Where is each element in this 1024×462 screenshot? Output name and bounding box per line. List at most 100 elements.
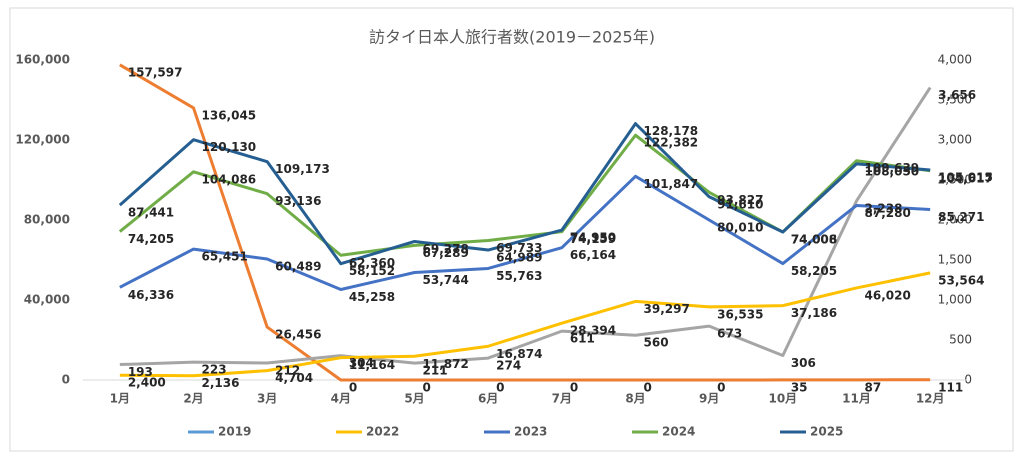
chart-title: 訪タイ日本人旅行者数(2019－2025年) xyxy=(369,28,655,47)
data-label: 223 xyxy=(202,363,227,377)
y-tick-label: 120,000 xyxy=(15,133,70,147)
y-tick-label: 160,000 xyxy=(15,53,70,67)
data-label: 2,400 xyxy=(128,376,166,390)
data-label: 35 xyxy=(791,380,808,394)
data-label: 2,238 xyxy=(865,201,903,215)
series-line xyxy=(119,271,931,378)
data-label: 87,280 xyxy=(865,206,911,220)
data-label: 4,704 xyxy=(275,371,313,385)
data-label: 74,159 xyxy=(570,232,616,246)
data-label: 104,617 xyxy=(938,171,993,185)
data-label: 560 xyxy=(644,336,669,350)
legend-label: 2025 xyxy=(810,425,843,439)
y2-tick-label: 2,500 xyxy=(938,173,972,187)
data-label: 66,164 xyxy=(570,248,616,262)
data-label: 0 xyxy=(349,381,357,395)
data-label: 53,564 xyxy=(938,273,984,287)
data-label: 58,152 xyxy=(349,264,395,278)
y2-tick-label: 500 xyxy=(949,333,972,347)
x-tick-label: 6月 xyxy=(478,392,498,406)
data-label: 122,382 xyxy=(644,136,699,150)
data-label: 611 xyxy=(570,332,595,346)
data-label: 109,173 xyxy=(275,162,330,176)
data-label: 0 xyxy=(644,381,652,395)
data-label: 11,164 xyxy=(349,358,395,372)
series-line xyxy=(119,86,932,367)
data-label: 157,597 xyxy=(128,65,183,79)
x-tick-label: 3月 xyxy=(257,392,277,406)
data-label: 87,441 xyxy=(128,206,174,220)
data-label: 46,020 xyxy=(865,288,911,302)
data-label: 37,186 xyxy=(791,306,837,320)
data-label: 87 xyxy=(865,380,882,394)
data-label: 136,045 xyxy=(202,108,257,122)
data-label: 128,178 xyxy=(644,124,699,138)
y-tick-label: 40,000 xyxy=(24,293,70,307)
series-line xyxy=(119,63,931,382)
data-label: 69,278 xyxy=(423,242,469,256)
data-label: 53,744 xyxy=(423,273,469,287)
x-tick-label: 1月 xyxy=(110,392,130,406)
x-tick-label: 10月 xyxy=(768,392,797,406)
data-label: 64,989 xyxy=(496,251,542,265)
x-tick-label: 9月 xyxy=(699,392,719,406)
y2-tick-label: 4,000 xyxy=(938,53,972,67)
y2-tick-label: 3,500 xyxy=(938,93,972,107)
data-label: 0 xyxy=(570,381,578,395)
data-label: 304 xyxy=(349,356,374,370)
data-label: 0 xyxy=(496,381,504,395)
data-label: 36,535 xyxy=(717,307,763,321)
data-label: 0 xyxy=(423,381,431,395)
x-tick-label: 5月 xyxy=(404,392,424,406)
data-label: 46,336 xyxy=(128,288,174,302)
x-tick-label: 8月 xyxy=(625,392,645,406)
data-label: 212 xyxy=(275,364,300,378)
data-label: 45,258 xyxy=(349,290,395,304)
data-label: 28,394 xyxy=(570,324,616,338)
data-label: 65,451 xyxy=(202,250,248,264)
data-label: 193 xyxy=(128,365,153,379)
data-label: 55,763 xyxy=(496,269,542,283)
data-label: 16,874 xyxy=(496,347,542,361)
series-line xyxy=(119,174,931,291)
data-label: 104,086 xyxy=(202,172,257,186)
data-label: 26,456 xyxy=(275,328,321,342)
data-label: 91,610 xyxy=(717,197,763,211)
data-label: 109,639 xyxy=(865,161,920,175)
data-label: 105,015 xyxy=(938,170,993,184)
data-label: 120,130 xyxy=(202,140,257,154)
data-label: 74,205 xyxy=(128,232,174,246)
data-label: 60,489 xyxy=(275,260,321,274)
y2-tick-label: 1,500 xyxy=(938,253,972,267)
data-label: 211 xyxy=(423,364,448,378)
data-label: 93,136 xyxy=(275,194,321,208)
x-tick-label: 7月 xyxy=(552,392,572,406)
data-label: 80,010 xyxy=(717,220,763,234)
data-label: 101,847 xyxy=(644,177,699,191)
data-label: 673 xyxy=(717,327,742,341)
series-line xyxy=(118,122,931,266)
data-label: 62,360 xyxy=(349,256,395,270)
data-label: 108,050 xyxy=(865,164,920,178)
legend-label: 2024 xyxy=(662,425,695,439)
data-label: 67,289 xyxy=(423,246,469,260)
data-label: 74,008 xyxy=(791,232,837,246)
data-label: 306 xyxy=(791,356,816,370)
data-label: 11,872 xyxy=(423,357,469,371)
legend-label: 2023 xyxy=(514,425,547,439)
data-label: 93,827 xyxy=(717,193,763,207)
chart-frame xyxy=(9,7,1014,452)
data-label: 74,006 xyxy=(791,232,837,246)
y2-tick-label: 2,000 xyxy=(938,213,972,227)
data-label: 2,136 xyxy=(202,376,240,390)
y-tick-label: 80,000 xyxy=(24,213,70,227)
y2-tick-label: 3,000 xyxy=(938,133,972,147)
data-label: 274 xyxy=(496,359,521,373)
x-tick-label: 11月 xyxy=(842,392,871,406)
x-tick-label: 2月 xyxy=(183,392,203,406)
data-label: 39,297 xyxy=(644,302,690,316)
x-tick-label: 4月 xyxy=(331,392,351,406)
data-label: 85,271 xyxy=(938,210,984,224)
data-label: 69,733 xyxy=(496,241,542,255)
